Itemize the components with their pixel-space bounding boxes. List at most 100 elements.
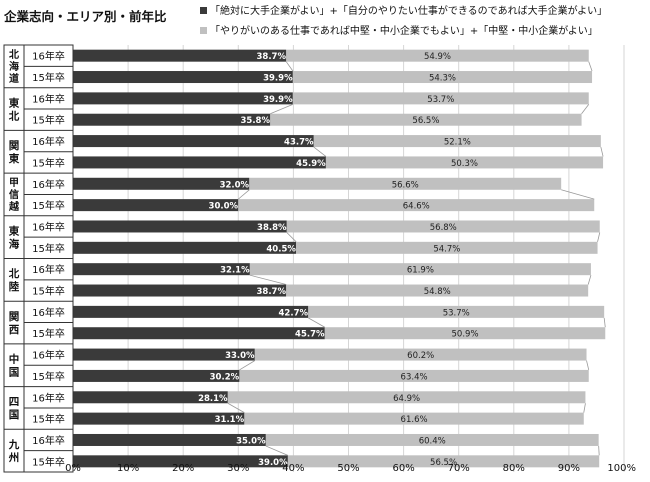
row-label: 15年卒 — [32, 413, 65, 426]
region-label: 東海 — [9, 224, 20, 250]
bar-segment-large-company — [73, 369, 240, 382]
row-label: 15年卒 — [32, 370, 65, 383]
data-label-sme: 53.7% — [427, 95, 454, 105]
legend-item-sme: 「やりがいのある仕事であれば中堅・中小企業でもよい」+「中堅・中小企業がよい」 — [200, 26, 598, 38]
region-label: 関西 — [9, 311, 20, 336]
data-label-sme: 50.9% — [452, 330, 479, 340]
series-line-total — [587, 275, 592, 285]
data-label-large-company: 35.8% — [241, 116, 271, 126]
bar-segment-sme — [239, 369, 589, 382]
bar-segment-sme — [308, 305, 605, 318]
legend-label-large-company: 「絶対に大手企業がよい」+「自分のやりたい仕事ができるのであれば大手企業がよい」 — [210, 6, 608, 17]
region-label: 関東 — [9, 140, 20, 165]
series-line-large-company — [308, 317, 326, 328]
x-tick-label: 70% — [448, 463, 470, 474]
bar-segment-large-company — [73, 177, 250, 190]
bar-segment-sme — [265, 433, 599, 446]
row-label: 16年卒 — [32, 434, 65, 447]
bar-segment-large-company — [73, 433, 266, 446]
bar-segment-sme — [292, 71, 593, 84]
region-label: 北海道 — [9, 48, 19, 85]
data-label-sme: 54.7% — [433, 244, 460, 254]
region-label: 九州 — [8, 438, 20, 464]
series-line-large-company — [285, 61, 294, 72]
x-tick-label: 50% — [337, 463, 359, 474]
data-label-large-company: 28.1% — [198, 394, 228, 404]
legend-item-large-company: 「絶対に大手企業がよい」+「自分のやりたい仕事ができるのであれば大手企業がよい」 — [200, 6, 607, 18]
row-label: 16年卒 — [32, 50, 65, 63]
bar-segment-large-company — [73, 327, 325, 340]
data-label-large-company: 30.0% — [209, 202, 239, 212]
series-line-total — [597, 232, 601, 242]
x-tick-label: 90% — [558, 463, 580, 474]
data-label-large-company: 30.2% — [210, 372, 240, 382]
x-tick-label: 100% — [607, 463, 636, 474]
data-label-sme: 56.8% — [430, 223, 457, 233]
bar-segment-sme — [296, 241, 598, 254]
chart-title: 企業志向・エリア別・前年比 — [4, 9, 167, 24]
bar-segment-sme — [249, 263, 591, 276]
data-label-large-company: 38.8% — [257, 223, 287, 233]
bar-segment-sme — [227, 391, 586, 404]
data-label-large-company: 38.7% — [256, 287, 286, 297]
bar-segment-large-company — [73, 220, 287, 233]
row-label: 15年卒 — [32, 242, 65, 255]
bar-segment-large-company — [73, 305, 309, 318]
series-line-total — [603, 317, 606, 328]
series-line-total — [561, 189, 595, 200]
data-label-sme: 50.3% — [451, 159, 478, 169]
data-label-sme: 63.4% — [401, 372, 428, 382]
bar-segment-large-company — [73, 135, 314, 148]
data-label-sme: 56.6% — [392, 180, 419, 190]
data-label-large-company: 43.7% — [284, 138, 314, 148]
row-label: 15年卒 — [32, 455, 65, 468]
bar-segment-sme — [313, 135, 601, 148]
row-label: 15年卒 — [32, 71, 65, 84]
row-label: 15年卒 — [32, 114, 65, 127]
bar-segment-large-company — [73, 391, 228, 404]
series-line-total — [598, 445, 600, 456]
series-line-total — [600, 146, 604, 157]
x-tick-label: 0% — [65, 463, 81, 474]
data-label-large-company: 45.9% — [296, 159, 326, 169]
series-line-large-company — [239, 360, 256, 371]
series-line-large-company — [238, 189, 250, 200]
bar-segment-large-company — [73, 92, 293, 105]
region-label: 東北 — [9, 96, 20, 122]
series-line-total — [581, 104, 590, 114]
x-tick-label: 10% — [117, 463, 139, 474]
row-label: 15年卒 — [32, 199, 65, 212]
data-label-large-company: 45.7% — [295, 330, 325, 340]
series-line-large-company — [270, 104, 294, 115]
row-label: 16年卒 — [32, 220, 65, 233]
data-label-large-company: 39.9% — [263, 95, 293, 105]
data-label-large-company: 35.0% — [236, 436, 266, 446]
data-label-sme: 60.4% — [419, 436, 446, 446]
bar-segment-sme — [238, 199, 595, 212]
region-label: 中国 — [9, 353, 20, 379]
x-tick-label: 40% — [282, 463, 304, 474]
bar-segment-large-company — [73, 412, 245, 425]
series-line-large-company — [286, 232, 297, 243]
bar-segment-sme — [325, 156, 604, 169]
series-line-total — [588, 61, 593, 72]
bar-segment-large-company — [73, 49, 287, 62]
bar-segment-sme — [244, 412, 584, 425]
row-label: 15年卒 — [32, 285, 65, 298]
legend-label-sme: 「やりがいのある仕事であれば中堅・中小企業でもよい」+「中堅・中小企業がよい」 — [210, 26, 598, 37]
bar-segment-large-company — [73, 284, 287, 297]
bar-segment-sme — [254, 348, 587, 361]
data-label-large-company: 32.1% — [220, 266, 250, 276]
series-line-large-company — [227, 402, 245, 413]
row-label: 16年卒 — [32, 263, 65, 276]
bar-segment-sme — [324, 327, 606, 340]
bar-segment-sme — [286, 220, 600, 233]
bar-segment-large-company — [73, 199, 239, 212]
data-label-sme: 54.3% — [429, 74, 456, 84]
row-label: 16年卒 — [32, 92, 65, 105]
data-label-large-company: 40.5% — [266, 244, 296, 254]
data-label-sme: 52.1% — [444, 138, 471, 148]
data-label-large-company: 31.1% — [215, 415, 245, 425]
bar-segment-large-company — [73, 263, 250, 276]
data-label-large-company: 39.9% — [263, 74, 293, 84]
